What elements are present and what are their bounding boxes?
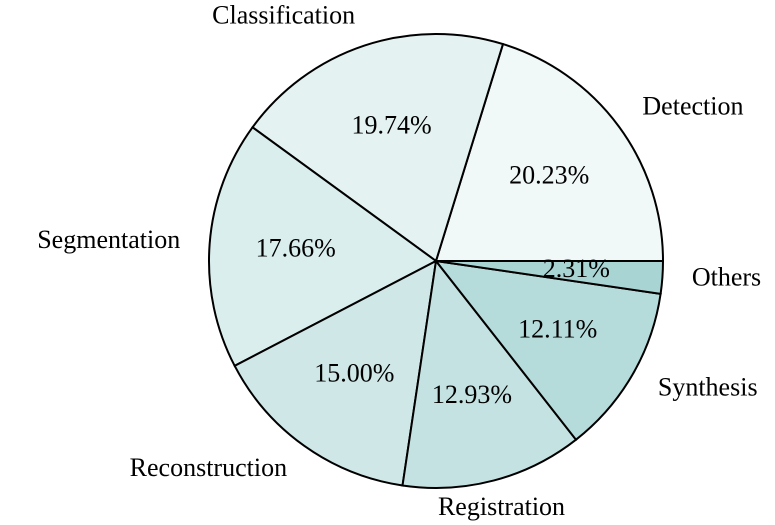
category-label: Detection (642, 92, 743, 121)
pie-slice (208, 125, 438, 368)
category-label: Segmentation (37, 225, 180, 254)
pie-slice (434, 42, 665, 262)
category-label: Classification (212, 1, 355, 30)
value-label: 20.23% (509, 160, 589, 189)
pie-slice (233, 259, 438, 487)
value-label: 12.93% (432, 380, 512, 409)
value-label: 15.00% (314, 359, 394, 388)
category-label: Reconstruction (130, 453, 287, 482)
category-label: Synthesis (658, 373, 758, 402)
value-label: 2.31% (543, 254, 610, 283)
pie-slice (433, 259, 662, 442)
pie-slice (251, 33, 505, 263)
value-label: 17.66% (256, 233, 336, 262)
value-label: 12.11% (518, 315, 597, 344)
pie-slice (435, 260, 665, 295)
category-label: Others (692, 263, 761, 292)
category-label: Registration (438, 492, 565, 521)
pie-slice (401, 258, 578, 489)
value-label: 19.74% (352, 110, 432, 139)
